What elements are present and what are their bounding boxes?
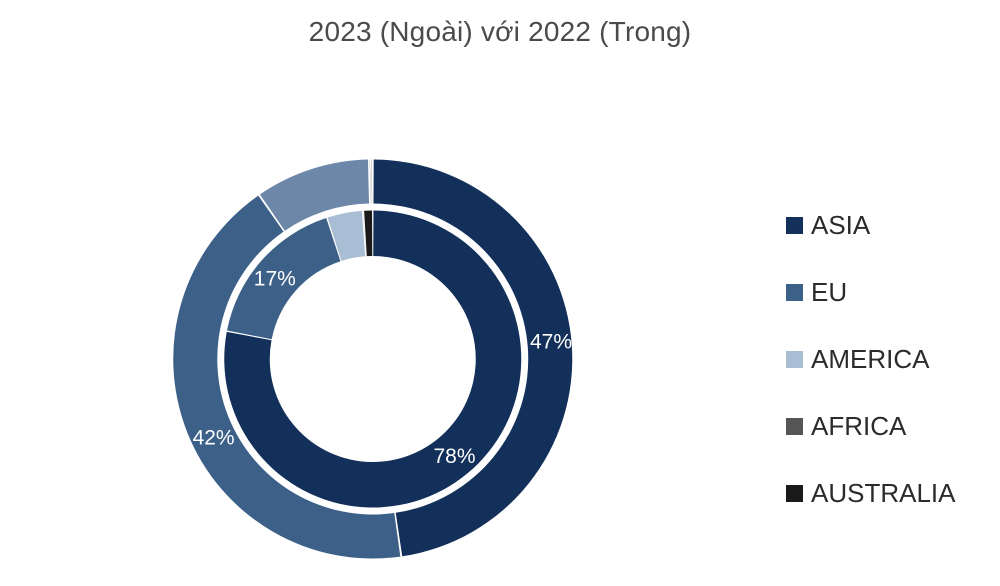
svg-text:42%: 42% bbox=[193, 426, 235, 449]
svg-text:78%: 78% bbox=[433, 445, 475, 468]
svg-text:17%: 17% bbox=[254, 267, 296, 290]
svg-text:47%: 47% bbox=[530, 330, 572, 353]
